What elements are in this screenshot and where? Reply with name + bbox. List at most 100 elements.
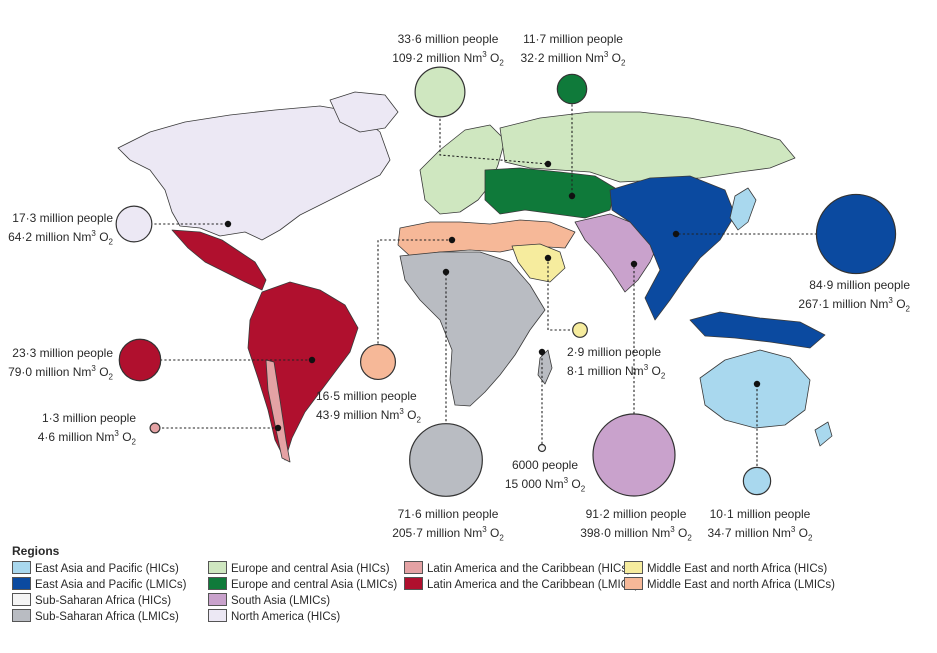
label-ssa_hic: 6000 people 15 000 Nm3 O2 (505, 458, 585, 496)
legend-label: Latin America and the Caribbean (LMICs) (427, 579, 639, 591)
bubble-mena_hic (572, 322, 588, 338)
legend-label: Latin America and the Caribbean (HICs) (427, 563, 631, 575)
oxygen-value: 8·1 million Nm3 O2 (567, 363, 666, 381)
legend-swatch (208, 593, 227, 606)
legend-label: Europe and central Asia (LMICs) (231, 579, 398, 591)
label-ssa_lmic: 71·6 million people 205·7 million Nm3 O2 (392, 507, 504, 545)
label-lac_hic: 1·3 million people 4·6 million Nm3 O2 (38, 411, 136, 449)
bubble-eca_hic (414, 66, 466, 118)
anchor-dot-mena_lmic (448, 236, 456, 244)
people-value: 10·1 million people (709, 507, 811, 521)
region-japan (729, 187, 757, 231)
bubble-eca_lmic (556, 73, 588, 105)
legend-swatch (404, 577, 423, 590)
legend-item-ssa_lmic: Sub-Saharan Africa (LMICs) (12, 609, 179, 625)
legend-swatch (208, 561, 227, 574)
legend-item-lac_hic: Latin America and the Caribbean (HICs) (404, 561, 631, 577)
legend-item-eap_lmic: East Asia and Pacific (LMICs) (12, 577, 186, 593)
people-value: 11·7 million people (523, 32, 623, 46)
legend-label: Sub-Saharan Africa (HICs) (35, 595, 172, 607)
label-sa_lmic: 91·2 million people 398·0 million Nm3 O2 (580, 507, 692, 545)
label-eca_hic: 33·6 million people 109·2 million Nm3 O2 (392, 32, 504, 70)
leader-line-mena_hic (547, 258, 570, 331)
legend-label: North America (HICs) (231, 611, 341, 623)
region-southeast-asia-islands (689, 311, 826, 349)
legend-item-lac_lmic: Latin America and the Caribbean (LMICs) (404, 577, 639, 593)
bubble-lac_lmic (118, 338, 162, 382)
legend-item-eap_hic: East Asia and Pacific (HICs) (12, 561, 179, 577)
legend-item-mena_lmic: Middle East and north Africa (LMICs) (624, 577, 835, 593)
label-mena_lmic: 16·5 million people 43·9 million Nm3 O2 (316, 389, 421, 427)
legend-swatch (12, 577, 31, 590)
legend-title: Regions (12, 544, 60, 558)
people-value: 6000 people (511, 458, 579, 472)
legend-swatch (624, 577, 643, 590)
anchor-dot-ssa_lmic (442, 268, 450, 276)
bubble-ssa_lmic (409, 423, 483, 497)
people-value: 33·6 million people (397, 32, 499, 46)
anchor-dot-eap_hic (753, 380, 761, 388)
legend-swatch (12, 609, 31, 622)
anchor-dot-ssa_hic (538, 348, 546, 356)
region-greenland (329, 91, 399, 133)
oxygen-value: 267·1 million Nm3 O2 (798, 296, 910, 314)
people-value: 23·3 million people (12, 346, 113, 360)
anchor-dot-lac_hic (274, 424, 282, 432)
anchor-dot-eca_hic (544, 160, 552, 168)
bubble-ssa_hic (537, 443, 547, 453)
label-eca_lmic: 11·7 million people 32·2 million Nm3 O2 (521, 32, 626, 70)
legend-swatch (624, 561, 643, 574)
people-value: 17·3 million people (12, 211, 113, 225)
oxygen-value: 32·2 million Nm3 O2 (520, 50, 626, 68)
leader-line-mena_lmic (377, 239, 452, 348)
region-south-america-hic (265, 359, 291, 463)
oxygen-value: 15 000 Nm3 O2 (504, 476, 586, 494)
legend-item-na_hic: North America (HICs) (208, 609, 340, 625)
label-mena_hic: 2·9 million people 8·1 million Nm3 O2 (567, 345, 665, 383)
region-sub-saharan-africa (399, 251, 546, 407)
legend-item-sa_lmic: South Asia (LMICs) (208, 593, 330, 609)
legend-label: Middle East and north Africa (HICs) (647, 563, 828, 575)
label-lac_lmic: 23·3 million people 79·0 million Nm3 O2 (8, 346, 113, 384)
region-north-america (117, 105, 391, 241)
region-mena-hic (511, 243, 566, 283)
legend-item-eca_hic: Europe and central Asia (HICs) (208, 561, 390, 577)
legend-swatch (404, 561, 423, 574)
region-south-america (247, 281, 359, 461)
people-value: 71·6 million people (397, 507, 499, 521)
legend-item-eca_lmic: Europe and central Asia (LMICs) (208, 577, 397, 593)
bubbles (115, 66, 897, 497)
region-northern-eurasia (499, 111, 796, 183)
region-new-zealand (814, 421, 833, 447)
legend-label: Sub-Saharan Africa (LMICs) (35, 611, 179, 623)
oxygen-value: 64·2 million Nm3 O2 (8, 229, 113, 247)
oxygen-value: 34·7 million Nm3 O2 (707, 525, 813, 543)
legend-label: Europe and central Asia (HICs) (231, 563, 390, 575)
oxygen-value: 398·0 million Nm3 O2 (580, 525, 692, 543)
bubble-mena_lmic (359, 343, 397, 381)
legend-item-mena_hic: Middle East and north Africa (HICs) (624, 561, 827, 577)
legend-swatch (12, 561, 31, 574)
anchor-dot-lac_lmic (308, 356, 316, 364)
anchor-dot-eap_lmic (672, 230, 680, 238)
oxygen-value: 109·2 million Nm3 O2 (392, 50, 504, 68)
region-madagascar (537, 349, 553, 385)
anchor-dot-na_hic (224, 220, 232, 228)
anchor-dot-sa_lmic (630, 260, 638, 268)
bubble-eap_hic (742, 466, 772, 496)
anchor-dot-mena_hic (544, 254, 552, 262)
label-na_hic: 17·3 million people 64·2 million Nm3 O2 (8, 211, 113, 249)
region-central-america (171, 229, 267, 291)
anchor-dot-eca_lmic (568, 192, 576, 200)
leader-line-eca_hic (439, 110, 549, 165)
bubble-na_hic (115, 205, 153, 243)
legend-swatch (208, 609, 227, 622)
oxygen-value: 4·6 million Nm3 O2 (37, 429, 136, 447)
legend-label: South Asia (LMICs) (231, 595, 331, 607)
bubble-sa_lmic (592, 413, 676, 497)
legend-label: East Asia and Pacific (LMICs) (35, 579, 187, 591)
legend-swatch (12, 593, 31, 606)
legend-swatch (208, 577, 227, 590)
legend: Regions East Asia and Pacific (HICs) East… (12, 544, 835, 623)
